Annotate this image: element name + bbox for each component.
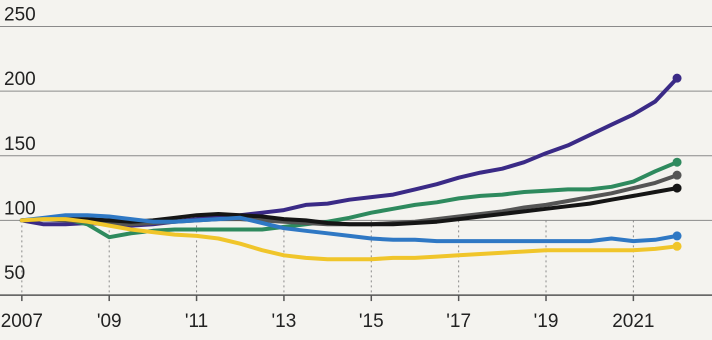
series-end-point-5 bbox=[672, 231, 682, 241]
y-tick-label: 100 bbox=[4, 198, 36, 219]
x-tick-label: '15 bbox=[359, 311, 384, 332]
x-tick-label: '13 bbox=[272, 311, 297, 332]
series-end-point-3 bbox=[672, 170, 682, 180]
y-tick-label: 50 bbox=[4, 263, 25, 284]
series-line-5 bbox=[19, 213, 680, 244]
y-tick-label: 250 bbox=[4, 4, 36, 25]
series-end-point-1 bbox=[672, 73, 682, 83]
y-tick-label: 150 bbox=[4, 134, 36, 155]
series-layer bbox=[19, 73, 682, 262]
x-tick-label: 2007 bbox=[1, 311, 43, 332]
x-tick-label: '19 bbox=[534, 311, 559, 332]
x-tick-label: '11 bbox=[185, 311, 208, 332]
series-end-point-4 bbox=[672, 183, 682, 193]
series-end-point-2 bbox=[672, 157, 682, 167]
grid-layer bbox=[0, 25, 712, 296]
x-tick-label: 2021 bbox=[612, 311, 654, 332]
y-tick-label: 200 bbox=[4, 69, 36, 90]
series-line-4 bbox=[19, 186, 680, 227]
series-end-point-6 bbox=[672, 241, 682, 251]
x-tick-label: '09 bbox=[97, 311, 122, 332]
series-line-6 bbox=[19, 217, 680, 262]
series-line-2 bbox=[19, 160, 680, 240]
x-tick-label: '17 bbox=[446, 311, 471, 332]
axis-layer: 50 100 150 200 250 2007 '09 '11 '13 '15 '17 '19 2021 bbox=[0, 4, 712, 332]
